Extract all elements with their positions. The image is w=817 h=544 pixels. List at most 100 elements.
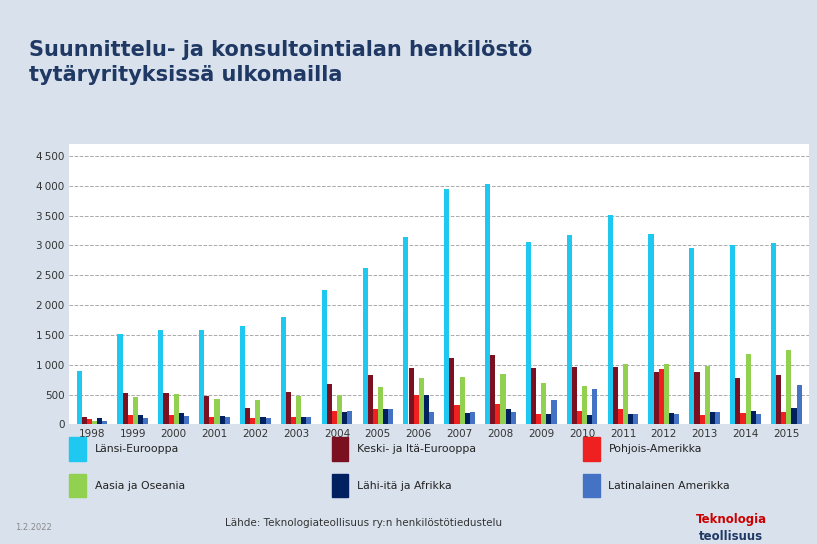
Bar (786, 350, 792, 424)
Bar (454, 405, 459, 424)
Bar (459, 376, 465, 424)
Bar (408, 368, 413, 424)
Bar (118, 333, 123, 424)
FancyBboxPatch shape (332, 437, 348, 461)
Bar (511, 412, 516, 424)
Text: Suunnittelu- ja konsultointialan henkilöstö
tytäryrityksissä ulkomailla: Suunnittelu- ja konsultointialan henkilö… (29, 40, 532, 85)
Bar (306, 417, 311, 424)
Bar (429, 412, 434, 424)
Bar (347, 411, 352, 424)
Bar (449, 358, 454, 424)
Bar (495, 404, 500, 424)
Bar (781, 412, 786, 424)
Bar (332, 411, 337, 424)
FancyBboxPatch shape (583, 437, 600, 461)
Bar (301, 417, 306, 424)
Bar (776, 375, 781, 424)
Bar (663, 363, 669, 424)
Bar (225, 417, 230, 424)
Bar (158, 330, 163, 424)
Bar (608, 215, 613, 424)
Bar (756, 413, 761, 424)
Bar (77, 370, 82, 424)
Bar (567, 235, 572, 424)
Bar (654, 373, 659, 424)
Bar (204, 395, 209, 424)
Bar (123, 393, 127, 424)
Bar (465, 413, 470, 424)
Bar (250, 418, 255, 424)
Bar (745, 354, 751, 424)
Bar (199, 330, 204, 424)
Bar (531, 368, 536, 424)
Bar (404, 237, 408, 424)
FancyBboxPatch shape (332, 474, 348, 497)
Bar (618, 410, 623, 424)
Text: Pohjois-Amerikka: Pohjois-Amerikka (609, 444, 702, 454)
Bar (143, 418, 148, 424)
Bar (173, 394, 179, 424)
Bar (209, 417, 214, 424)
Bar (633, 413, 638, 424)
Bar (699, 416, 704, 424)
Bar (551, 400, 556, 424)
Bar (127, 416, 132, 424)
Bar (424, 395, 429, 424)
Bar (735, 379, 740, 424)
Bar (388, 410, 393, 424)
Bar (87, 419, 92, 424)
Bar (547, 414, 551, 424)
Bar (659, 369, 663, 424)
Bar (690, 248, 694, 424)
Bar (771, 243, 776, 424)
Bar (649, 234, 654, 424)
Bar (342, 412, 347, 424)
Text: Lähde: Teknologiateollisuus ry:n henkilöstötiedustelu: Lähde: Teknologiateollisuus ry:n henkilö… (225, 518, 502, 528)
Bar (184, 416, 189, 424)
Text: Länsi-Eurooppa: Länsi-Eurooppa (95, 444, 179, 454)
Bar (541, 383, 547, 424)
Bar (97, 418, 102, 424)
Text: 1.2.2022: 1.2.2022 (15, 523, 51, 533)
Bar (92, 422, 97, 424)
Bar (82, 417, 87, 424)
Bar (296, 396, 301, 424)
Bar (582, 386, 587, 424)
Bar (102, 422, 107, 424)
Bar (413, 395, 418, 424)
Bar (444, 189, 449, 424)
Bar (751, 411, 756, 424)
Bar (377, 387, 383, 424)
Bar (715, 412, 720, 424)
Bar (368, 375, 373, 424)
Bar (286, 392, 291, 424)
Bar (291, 417, 296, 424)
Bar (526, 242, 531, 424)
Bar (214, 399, 220, 424)
Bar (322, 290, 327, 424)
Bar (470, 412, 475, 424)
Bar (572, 367, 577, 424)
Bar (740, 413, 745, 424)
Bar (281, 317, 286, 424)
Bar (577, 411, 582, 424)
Bar (710, 412, 715, 424)
Bar (337, 394, 342, 424)
Bar (138, 416, 143, 424)
Bar (536, 414, 541, 424)
Bar (418, 379, 424, 424)
Bar (623, 364, 628, 424)
Bar (327, 385, 332, 424)
Bar (730, 245, 735, 424)
Bar (266, 418, 270, 424)
Bar (613, 367, 618, 424)
Bar (245, 408, 250, 424)
Bar (132, 398, 138, 424)
Text: Aasia ja Oseania: Aasia ja Oseania (95, 480, 185, 491)
Bar (669, 413, 674, 424)
Bar (490, 355, 495, 424)
Bar (261, 417, 266, 424)
Bar (373, 409, 377, 424)
Bar (704, 366, 710, 424)
FancyBboxPatch shape (69, 437, 86, 461)
